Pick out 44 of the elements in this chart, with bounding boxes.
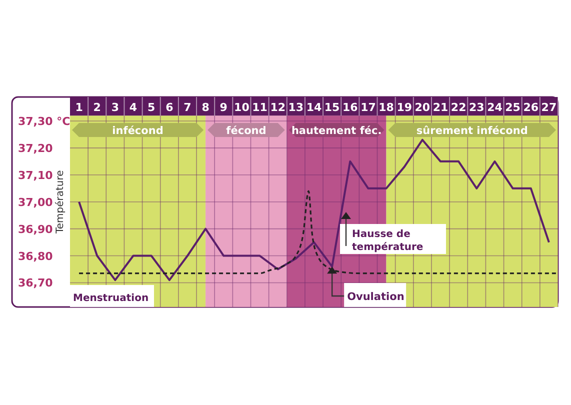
x-tick-label: 14 (306, 101, 322, 114)
x-tick-label: 21 (432, 101, 448, 114)
x-tick-label: 27 (541, 101, 557, 114)
x-tick-label: 11 (252, 101, 268, 114)
x-tick-label: 2 (93, 101, 101, 114)
x-tick-label: 7 (184, 101, 192, 114)
x-tick-label: 26 (523, 101, 539, 114)
y-tick-label: 36,70 (18, 276, 54, 290)
y-tick-label: 37,30 °C (18, 114, 70, 128)
x-tick-label: 18 (378, 101, 394, 114)
x-tick-label: 15 (324, 101, 340, 114)
y-tick-label: 37,20 (18, 142, 54, 155)
line-series (78, 138, 550, 282)
y-tick-label: 37,10 (18, 168, 54, 182)
annotation: Menstruation (73, 293, 149, 304)
x-tick-label: 6 (166, 101, 174, 114)
y-tick-label: 36,80 (18, 250, 54, 263)
band-label: sûrement infécond (416, 125, 528, 137)
y-tick-label: 36,90 (18, 222, 54, 236)
x-tick-label: 10 (234, 101, 250, 114)
x-tick-label: 22 (450, 101, 466, 114)
y-axis-title: Température (55, 170, 66, 235)
annotation: Hausse de température (352, 229, 424, 253)
x-tick-label: 19 (396, 101, 412, 114)
x-tick-label: 8 (202, 101, 210, 114)
x-tick-label: 12 (270, 101, 286, 114)
annotation: Ovulation (347, 291, 404, 303)
x-tick-label: 1 (75, 101, 83, 114)
x-tick-label: 3 (111, 101, 120, 114)
x-tick-label: 16 (342, 101, 358, 114)
x-tick-label: 9 (220, 101, 228, 114)
band-label: hautement féc. (291, 125, 382, 137)
x-tick-label: 20 (414, 101, 430, 114)
x-tick-label: 23 (469, 101, 484, 114)
band-label: fécond (226, 125, 266, 137)
y-tick-label: 37,00 (18, 196, 54, 209)
band-label: infécond (112, 125, 164, 137)
x-tick-label: 24 (487, 101, 503, 114)
x-tick-label: 5 (148, 101, 156, 114)
line-series (78, 190, 559, 274)
x-tick-label: 13 (288, 101, 304, 114)
x-tick-label: 4 (129, 101, 138, 114)
x-tick-label: 25 (505, 101, 520, 114)
x-tick-label: 17 (360, 101, 376, 114)
